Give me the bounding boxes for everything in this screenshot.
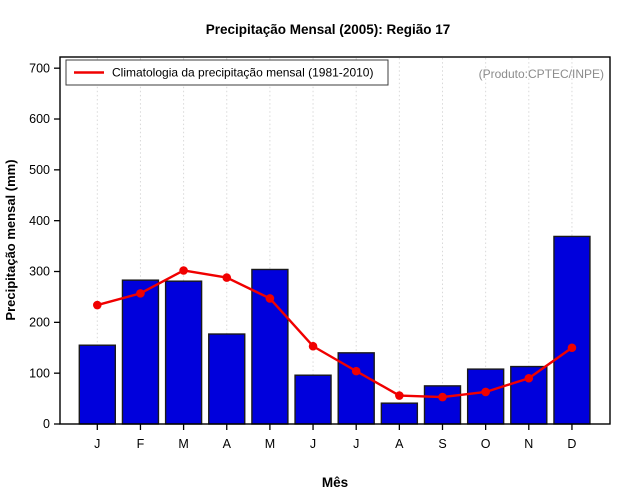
legend-box	[65, 59, 389, 86]
x-tick-label: D	[567, 437, 576, 451]
bars-layer	[78, 235, 591, 425]
precip-bar-8	[380, 402, 419, 425]
climatology-point-10	[481, 387, 490, 397]
climatology-point-5	[265, 294, 275, 303]
chart-title: Precipitação Mensal (2005): Região 17	[206, 22, 451, 37]
precip-bar-9	[423, 385, 462, 425]
y-tick-label: 700	[29, 61, 50, 75]
legend-label: Climatologia da precipitação mensal (198…	[112, 66, 373, 80]
precip-bar-6	[294, 374, 332, 425]
precip-bar-4	[208, 333, 246, 425]
precip-bar-10	[466, 368, 505, 425]
climatology-point-7	[351, 366, 361, 376]
product-note: (Produto:CPTEC/INPE)	[479, 67, 604, 81]
climatology-point-1	[93, 300, 102, 310]
x-tick-label: S	[438, 437, 446, 451]
precip-bar-12	[553, 235, 591, 425]
y-axis-title: Precipitação mensal (mm)	[3, 159, 18, 320]
y-tick-label: 600	[29, 112, 50, 126]
climatology-line	[96, 269, 573, 399]
legend: Climatologia da precipitação mensal (198…	[65, 59, 389, 86]
x-tick-label: J	[353, 437, 359, 451]
climatology-point-6	[308, 341, 318, 351]
y-tick-label: 500	[29, 163, 50, 177]
plot-frame	[59, 56, 611, 425]
precip-bar-1	[78, 344, 117, 425]
y-tick-label: 300	[29, 265, 50, 279]
y-tick-label: 200	[29, 316, 50, 330]
precip-bar-3	[164, 280, 203, 425]
x-tick-label: J	[94, 437, 100, 451]
climatology-point-11	[524, 373, 534, 383]
axis-ticks-layer: J F M A M J J A S O N D 0 100 200 300 400 500 600 700	[29, 61, 576, 451]
precip-bar-2	[121, 279, 160, 425]
climatology-point-3	[179, 266, 188, 275]
x-tick-label: A	[223, 437, 232, 451]
x-axis-title: Mês	[322, 475, 348, 490]
climatology-point-9	[438, 392, 447, 402]
y-tick-label: 100	[29, 366, 50, 380]
x-tick-label: J	[310, 437, 316, 451]
y-tick-label: 400	[29, 214, 50, 228]
climatology-line-layer	[93, 266, 577, 402]
climatology-point-2	[136, 289, 145, 298]
x-tick-label: A	[395, 437, 404, 451]
x-tick-label: M	[178, 437, 188, 451]
climatology-point-8	[395, 391, 404, 400]
x-tick-label: F	[137, 437, 145, 451]
y-tick-label: 0	[43, 417, 50, 431]
x-tick-label: O	[481, 437, 491, 451]
x-tick-label: M	[265, 437, 275, 451]
x-tick-label: N	[524, 437, 533, 451]
climatology-point-4	[222, 273, 232, 282]
climatology-point-12	[567, 343, 577, 353]
